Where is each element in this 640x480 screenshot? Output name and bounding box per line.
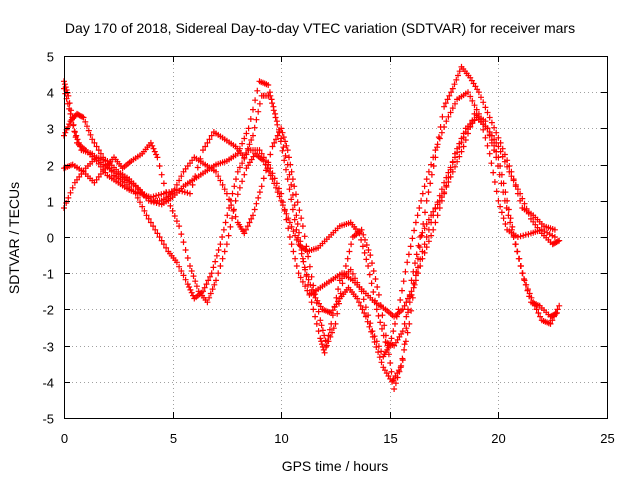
chart-title: Day 170 of 2018, Sidereal Day-to-day VTE… — [65, 20, 575, 36]
y-tick-label: -4 — [42, 376, 54, 391]
y-tick-label: -5 — [42, 412, 54, 427]
y-tick-label: -3 — [42, 340, 54, 355]
data-points-pass-D — [61, 110, 560, 392]
data-points-pass-E — [61, 63, 558, 385]
y-axis-label: SDTVAR / TECUs — [6, 182, 22, 294]
series-pass-D — [61, 110, 560, 392]
x-tick-label: 25 — [600, 431, 614, 446]
y-tick-label: 3 — [47, 122, 54, 137]
tick-labels: -5 -4 -3 -2 -1 0 1 2 3 4 5 0 5 10 15 20 25 — [42, 50, 614, 447]
y-tick-label: 1 — [47, 195, 54, 210]
y-tick-label: -2 — [42, 303, 54, 318]
x-tick-label: 10 — [274, 431, 288, 446]
x-tick-label: 5 — [170, 431, 177, 446]
grid — [64, 56, 607, 418]
y-tick-label: 4 — [47, 86, 54, 101]
y-tick-label: 0 — [47, 231, 54, 246]
y-tick-label: -1 — [42, 267, 54, 282]
y-tick-label: 2 — [47, 159, 54, 174]
y-tick-label: 5 — [47, 50, 54, 65]
series-pass-C — [61, 114, 563, 349]
x-tick-label: 0 — [61, 431, 68, 446]
plot-points — [61, 63, 563, 392]
axis-ticks — [64, 56, 608, 419]
series-pass-E — [61, 63, 558, 385]
x-axis-label: GPS time / hours — [282, 458, 389, 474]
x-tick-label: 20 — [491, 431, 505, 446]
x-tick-label: 15 — [383, 431, 397, 446]
data-points-pass-C — [61, 114, 563, 349]
